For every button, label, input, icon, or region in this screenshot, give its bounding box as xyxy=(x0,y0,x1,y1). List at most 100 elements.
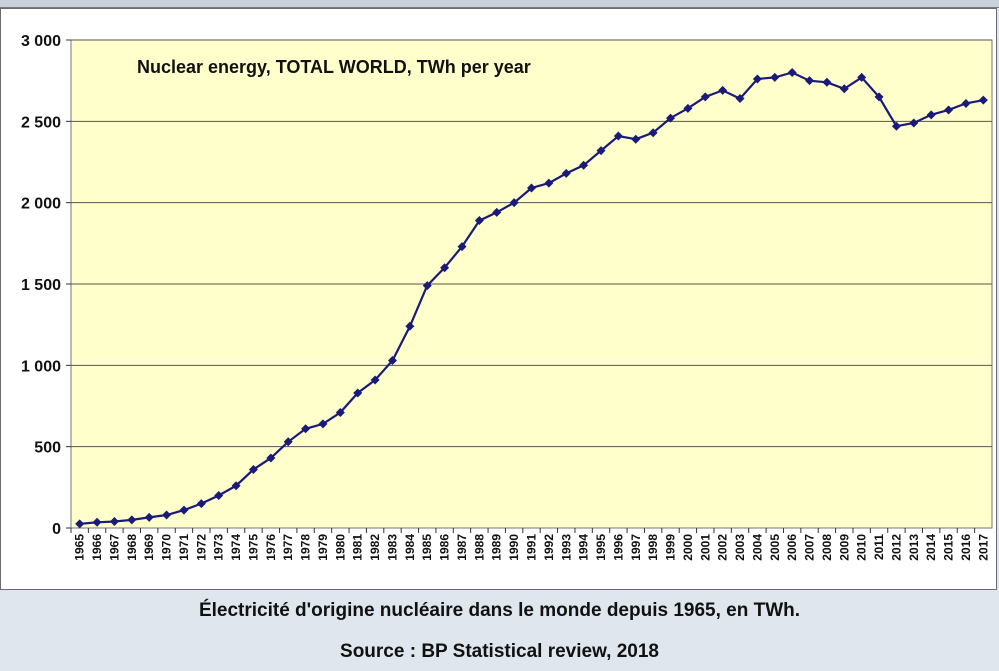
data-point xyxy=(75,519,85,529)
data-point xyxy=(874,92,884,102)
data-point xyxy=(561,168,571,178)
data-point xyxy=(944,105,954,115)
x-tick-label: 1969 xyxy=(142,534,156,561)
data-point xyxy=(596,146,606,156)
x-tick-label: 1987 xyxy=(455,534,469,561)
x-tick-label: 1967 xyxy=(107,534,121,561)
top-strip xyxy=(0,0,999,8)
x-tick-label: 1992 xyxy=(542,534,556,561)
data-point xyxy=(839,84,849,94)
x-tick-label: 1989 xyxy=(490,534,504,561)
data-point xyxy=(683,103,693,113)
data-point xyxy=(787,68,797,78)
data-point xyxy=(926,110,936,120)
x-tick-label: 1981 xyxy=(351,534,365,561)
y-tick-label: 1 500 xyxy=(21,277,61,294)
data-point xyxy=(544,178,554,188)
x-tick-label: 1994 xyxy=(577,534,591,561)
x-tick-label: 1965 xyxy=(73,534,87,561)
y-tick-label: 500 xyxy=(34,440,61,457)
x-tick-label: 1977 xyxy=(281,534,295,561)
x-tick-label: 1997 xyxy=(629,534,643,561)
data-point xyxy=(283,437,293,447)
y-tick-label: 0 xyxy=(52,521,61,538)
x-tick-label: 2001 xyxy=(698,534,712,561)
x-tick-label: 1984 xyxy=(403,534,417,561)
data-point xyxy=(109,516,119,526)
data-point xyxy=(891,121,901,131)
x-tick-label: 2002 xyxy=(716,534,730,561)
x-tick-label: 1978 xyxy=(299,534,313,561)
data-point xyxy=(909,118,919,128)
x-tick-label: 1998 xyxy=(646,534,660,561)
y-tick-label: 2 000 xyxy=(21,196,61,213)
data-point xyxy=(127,515,137,525)
x-tick-label: 2013 xyxy=(907,534,921,561)
data-point xyxy=(822,77,832,87)
data-point xyxy=(318,419,328,429)
x-tick-label: 1971 xyxy=(177,534,191,561)
y-axis-ticks: 0 500 1 000 1 500 2 000 2 500 3 000 xyxy=(21,33,71,538)
data-point xyxy=(857,72,867,82)
x-tick-label: 2011 xyxy=(872,534,886,560)
x-tick-label: 2015 xyxy=(942,534,956,561)
x-tick-label: 1990 xyxy=(507,534,521,561)
x-tick-label: 1979 xyxy=(316,534,330,561)
data-point xyxy=(144,512,154,522)
x-tick-label: 1991 xyxy=(525,534,539,561)
data-point xyxy=(266,453,276,463)
data-point xyxy=(370,375,380,385)
gridlines xyxy=(71,39,992,448)
data-point xyxy=(770,72,780,82)
data-point xyxy=(387,355,397,365)
x-tick-label: 1983 xyxy=(385,534,399,561)
data-point xyxy=(162,510,172,520)
x-axis-ticks: 1965 1966 1967 1968 1969 1970 1971 1972 1973 1974… xyxy=(70,528,990,561)
data-point xyxy=(648,128,658,138)
x-tick-label: 1966 xyxy=(90,534,104,561)
x-tick-label: 2017 xyxy=(976,534,990,561)
x-tick-label: 1968 xyxy=(125,534,139,561)
data-point xyxy=(474,216,484,226)
x-tick-label: 2014 xyxy=(924,534,938,561)
y-tick-label: 1 000 xyxy=(21,358,61,375)
data-point xyxy=(961,98,971,108)
data-point xyxy=(92,517,102,527)
data-point xyxy=(301,424,311,434)
x-tick-label: 2006 xyxy=(785,534,799,561)
x-tick-label: 1993 xyxy=(559,534,573,561)
y-tick-label: 2 500 xyxy=(21,114,61,131)
data-point xyxy=(457,242,467,252)
x-tick-label: 1975 xyxy=(246,534,260,561)
x-tick-label: 1974 xyxy=(229,534,243,561)
data-point xyxy=(231,481,241,491)
data-point xyxy=(509,198,519,208)
data-point xyxy=(666,113,676,123)
caption-source: Source : BP Statistical review, 2018 xyxy=(340,641,659,662)
y-tick-label: 3 000 xyxy=(21,33,61,50)
x-tick-label: 2008 xyxy=(820,534,834,561)
data-point xyxy=(335,408,345,418)
data-point xyxy=(613,131,623,141)
data-point xyxy=(422,281,432,291)
data-point xyxy=(179,505,189,515)
caption-title: Électricité d'origine nucléaire dans le … xyxy=(198,600,801,621)
x-tick-label: 1970 xyxy=(160,534,174,561)
x-tick-label: 2016 xyxy=(959,534,973,561)
data-point xyxy=(978,95,988,105)
data-point xyxy=(196,499,206,509)
x-tick-label: 2010 xyxy=(855,534,869,561)
data-point xyxy=(214,490,224,500)
data-point xyxy=(718,85,728,95)
data-point xyxy=(248,464,258,474)
x-tick-label: 2000 xyxy=(681,534,695,561)
data-point xyxy=(527,183,536,193)
x-tick-label: 2012 xyxy=(889,534,903,561)
x-tick-label: 1976 xyxy=(264,534,278,561)
data-point xyxy=(631,134,641,144)
x-tick-label: 2004 xyxy=(750,534,764,561)
x-tick-label: 1982 xyxy=(368,534,382,561)
x-tick-label: 1988 xyxy=(472,534,486,561)
x-tick-label: 1973 xyxy=(212,534,226,561)
data-point xyxy=(805,76,815,86)
